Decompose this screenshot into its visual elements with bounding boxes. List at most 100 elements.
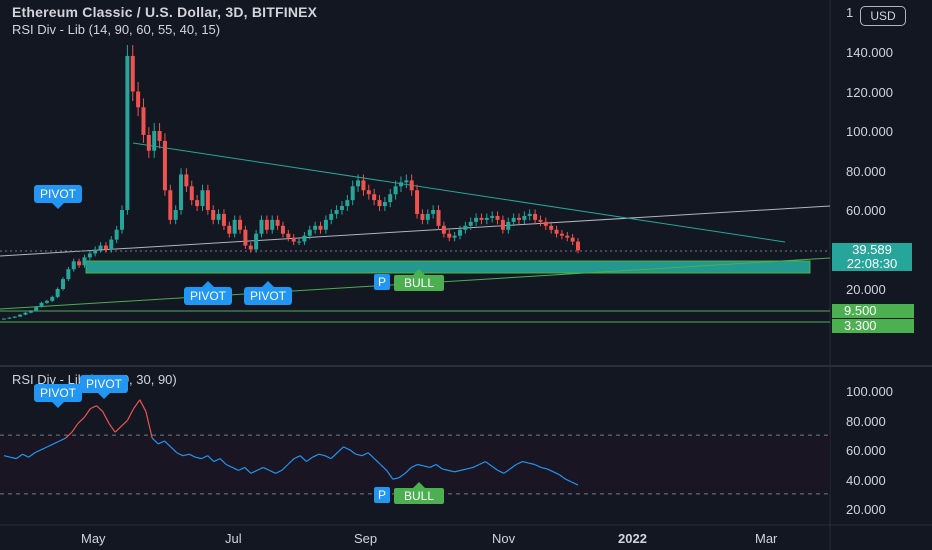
candle-body <box>275 219 280 226</box>
rsi-line-segment <box>139 399 147 412</box>
candle-body <box>2 318 6 320</box>
rsi-line-segment <box>145 411 153 439</box>
candle-body <box>425 213 430 220</box>
price-axis-tick: 60.000 <box>846 203 886 218</box>
candle-body <box>7 317 12 319</box>
support-level-tag: 3.300 <box>832 319 914 333</box>
candle-body <box>195 200 200 207</box>
candle-body <box>34 306 39 311</box>
candle-body <box>490 215 495 218</box>
candle-body <box>474 217 479 222</box>
rsi-line-segment <box>269 469 276 474</box>
candle-body <box>259 219 264 234</box>
candle-body <box>549 225 554 230</box>
rsi-line-segment <box>238 466 245 471</box>
price-axis-tick: 140.000 <box>846 45 893 60</box>
candle-body <box>93 249 98 254</box>
candle-body <box>377 200 382 207</box>
rsi-line-segment <box>133 399 141 409</box>
rsi-pivot-partial-label: P <box>374 487 391 503</box>
candle-body <box>559 233 564 236</box>
rsi-line-segment <box>528 462 535 466</box>
candle-body <box>447 233 452 238</box>
rsi-line-segment <box>77 417 85 424</box>
candle-body <box>141 107 146 135</box>
candle-body <box>323 219 328 230</box>
candle-body <box>39 302 44 307</box>
candle-body <box>44 300 49 303</box>
rsi-line-segment <box>417 463 424 467</box>
rsi-line-segment <box>442 468 449 471</box>
rsi-line-segment <box>225 463 233 468</box>
candle-body <box>71 261 76 270</box>
candle-body <box>484 217 489 220</box>
candle-body <box>318 225 323 230</box>
candle-body <box>511 217 516 222</box>
rsi-line-segment <box>158 440 165 445</box>
rsi-line-segment <box>553 471 560 476</box>
rsi-line-segment <box>164 440 172 448</box>
candle-body <box>130 55 135 92</box>
time-axis-label: 2022 <box>618 531 647 546</box>
rsi-pivot-label: PIVOT <box>80 375 129 399</box>
support-zone <box>85 260 811 274</box>
candle-body <box>554 229 559 234</box>
candle-body <box>66 269 71 280</box>
candle-body <box>12 316 17 318</box>
time-axis-label: Sep <box>354 531 378 546</box>
rsi-line-segment <box>176 452 184 457</box>
candle-body <box>495 215 500 220</box>
rsi-line-segment <box>324 455 332 460</box>
rsi-line-segment <box>256 466 264 471</box>
pivot-partial-label: P <box>374 274 391 290</box>
candle-body <box>270 219 275 230</box>
candle-body <box>297 241 302 243</box>
pivot-low-label: PIVOT <box>184 281 233 305</box>
candle-body <box>372 194 377 201</box>
candle-body <box>162 140 167 191</box>
rsi-line-segment <box>448 469 455 473</box>
candle-body <box>538 219 543 222</box>
candle-body <box>286 233 291 238</box>
rsi-line-segment <box>151 437 159 445</box>
rsi-line-segment <box>126 408 135 421</box>
rsi-line-segment <box>312 453 320 458</box>
candle-body <box>216 213 221 220</box>
candle-body <box>55 289 60 297</box>
candle-body <box>280 225 285 234</box>
rsi-line-segment <box>170 446 178 454</box>
currency-button[interactable]: USD <box>860 6 906 26</box>
rsi-line-segment <box>330 452 338 460</box>
rsi-line-segment <box>565 478 573 483</box>
candle-body <box>82 257 87 266</box>
rsi-line-segment <box>478 461 486 466</box>
last-price-value: 39.589 <box>852 242 892 257</box>
candle-body <box>168 190 173 220</box>
rsi-line-segment <box>83 408 91 418</box>
candle-body <box>527 213 532 216</box>
rsi-line-segment <box>201 455 208 460</box>
candle-body <box>398 182 403 187</box>
candle-body <box>543 221 548 226</box>
candle-body <box>479 217 484 220</box>
candle-body <box>302 235 307 242</box>
candle-body <box>184 174 189 187</box>
rsi-line-segment <box>349 449 357 455</box>
rsi-line-segment <box>534 463 542 468</box>
candle-body <box>248 245 253 250</box>
rsi-line-segment <box>182 453 190 457</box>
rsi-line-segment <box>108 422 116 433</box>
candle-body <box>345 200 350 207</box>
candle-body <box>522 215 527 220</box>
rsi-line-segment <box>373 458 381 465</box>
time-axis-label: Mar <box>755 531 778 546</box>
candle-body <box>146 134 151 151</box>
candle-body <box>457 229 462 236</box>
rsi-line-segment <box>460 468 468 471</box>
candle-body <box>157 131 162 141</box>
last-price-tag: 39.589 22:08:30 <box>832 243 912 271</box>
time-axis-label: Jul <box>225 531 242 546</box>
price-axis-tick: 100.000 <box>846 124 893 139</box>
candle-body <box>393 186 398 195</box>
rsi-line-segment <box>28 452 36 458</box>
